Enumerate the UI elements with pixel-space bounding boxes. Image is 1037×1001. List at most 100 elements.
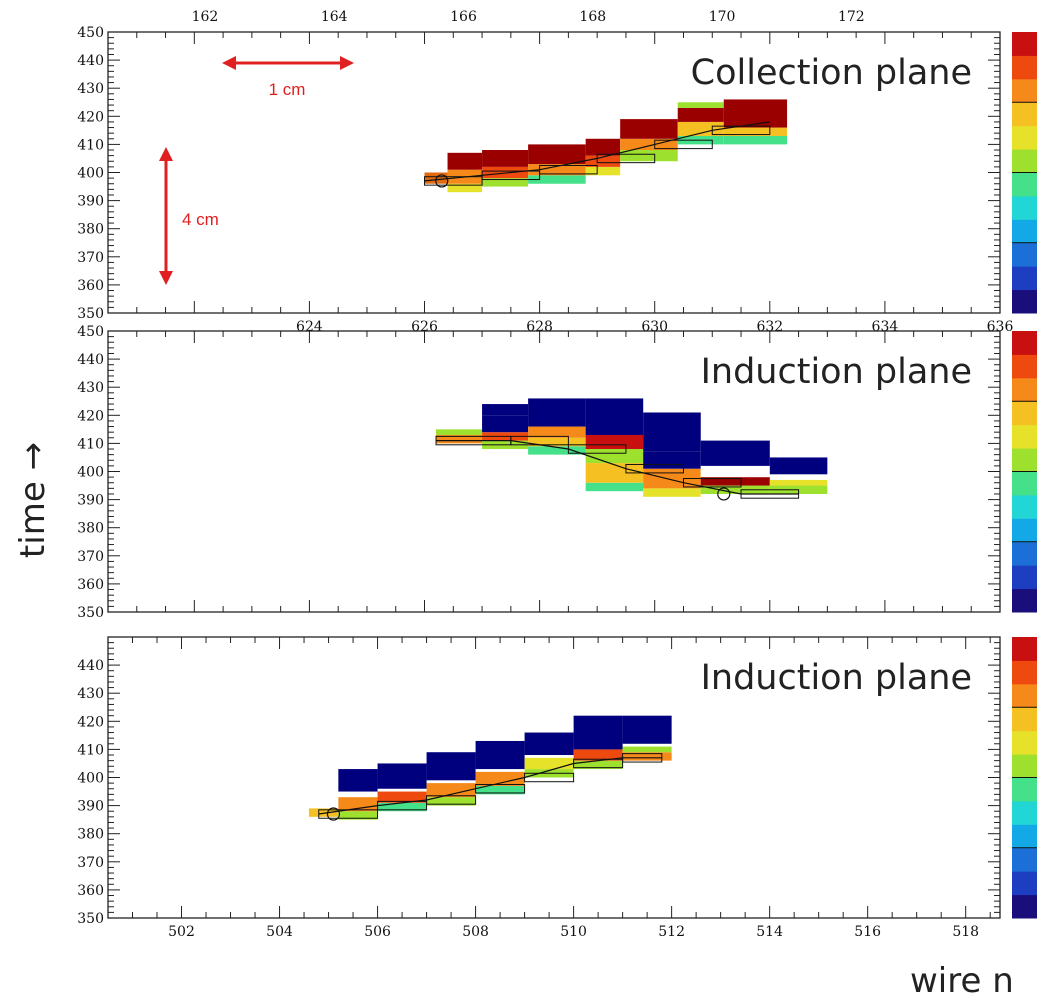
y-tick-label: 380: [77, 222, 104, 238]
hit-cell: [620, 150, 678, 162]
vertex-marker: [326, 807, 341, 821]
colorbar-segment: [1012, 424, 1037, 449]
hit-cell: [585, 449, 644, 464]
x-axis-title: wire n: [910, 961, 1014, 1001]
y-axis-title: time →: [13, 442, 53, 558]
hit-cell: [723, 127, 788, 136]
colorbar-segment: [1012, 777, 1037, 802]
hit-cell: [436, 434, 483, 444]
y-tick-label: 350: [77, 911, 104, 927]
x-tick-label: 512: [658, 924, 685, 940]
hit-cell: [769, 457, 828, 475]
x-tick-label: 508: [462, 924, 489, 940]
hit-cell: [585, 434, 644, 450]
colorbar-segment: [1012, 195, 1037, 220]
hit-cell: [643, 412, 701, 452]
hit-cell: [377, 802, 427, 812]
plane-label: Induction plane: [701, 658, 972, 698]
y-tick-label: 370: [77, 250, 104, 266]
vertical-scale-label: 4 cm: [182, 210, 219, 229]
hit-cell: [620, 138, 678, 151]
hit-cell: [622, 715, 672, 744]
hit-cell: [475, 785, 525, 795]
y-tick-label: 390: [77, 194, 104, 210]
hit-cell: [585, 482, 644, 492]
y-tick-label: 360: [77, 883, 104, 899]
y-tick-label: 410: [77, 742, 104, 758]
hit-cell: [528, 164, 586, 176]
hit-cell: [585, 138, 621, 156]
panel-3: 350 360 370 380 390 400 410 420 430 440 502 504 506 5…: [77, 636, 1037, 940]
colorbar-segment: [1012, 541, 1037, 566]
arrowhead-up: [159, 147, 173, 161]
colorbar-segment: [1012, 102, 1037, 127]
hit-cell: [436, 429, 483, 435]
colorbar-segment: [1012, 242, 1037, 267]
colorbar-segment: [1012, 471, 1037, 496]
y-tick-label: 390: [77, 799, 104, 815]
hit-cell: [700, 465, 770, 478]
hit-cell: [700, 440, 770, 466]
colorbar-segment: [1012, 377, 1037, 402]
hit-cell: [585, 398, 644, 435]
plane-label: Collection plane: [691, 53, 972, 93]
hit-cell: [528, 144, 586, 165]
y-tick-label: 350: [77, 306, 104, 322]
colorbar-segment: [1012, 149, 1037, 173]
colorbar-segment: [1012, 871, 1037, 896]
colorbar-segment: [1012, 448, 1037, 472]
y-tick-label: 420: [77, 408, 104, 424]
colorbar-segment: [1012, 800, 1037, 825]
hit-cell: [700, 477, 770, 486]
x-tick-label: 502: [168, 924, 195, 940]
hit-cell: [585, 166, 621, 176]
hit-cell: [475, 771, 525, 786]
x-top-tick-label: 170: [709, 9, 736, 25]
scale-bars: 1 cm 4 cm: [159, 56, 354, 285]
hit-cell: [677, 102, 724, 108]
x-tick-label: 510: [560, 924, 587, 940]
colorbar-segment: [1012, 125, 1037, 150]
hit-cell: [426, 752, 476, 781]
hit-cell: [573, 715, 623, 750]
colorbar-segment: [1012, 847, 1037, 872]
y-tick-label: 370: [77, 855, 104, 871]
hit-cell: [528, 446, 586, 455]
hit-cell: [524, 757, 574, 770]
y-tick-label: 440: [77, 658, 104, 674]
hit-cell: [528, 398, 586, 427]
hit-cell: [769, 479, 828, 486]
hit-cell: [677, 107, 724, 122]
horizontal-scale-label: 1 cm: [269, 80, 306, 99]
vertex-marker: [435, 174, 449, 188]
hit-cell: [622, 752, 672, 761]
hit-cell: [622, 746, 672, 753]
colorbar-segment: [1012, 660, 1037, 685]
x-tick-label: 518: [952, 924, 979, 940]
hit-cell: [338, 769, 378, 792]
colorbar-segment: [1012, 637, 1037, 661]
y-tick-label: 450: [77, 324, 104, 340]
colorbar-segment: [1012, 730, 1037, 755]
colorbar-segment: [1012, 219, 1037, 244]
y-tick-label: 350: [77, 605, 104, 621]
colorbar-segment: [1012, 55, 1037, 80]
colorbar-segment: [1012, 518, 1037, 543]
hit-cell: [377, 763, 427, 789]
hit-cell: [482, 178, 529, 187]
colorbar-segment: [1012, 289, 1037, 314]
y-tick-label: 380: [77, 827, 104, 843]
y-tick-label: 440: [77, 53, 104, 69]
hit-cell: [308, 808, 339, 817]
hit-cell: [585, 463, 644, 483]
colorbar-segment: [1012, 266, 1037, 291]
y-tick-label: 400: [77, 771, 104, 787]
y-tick-label: 380: [77, 521, 104, 537]
colorbar-segment: [1012, 78, 1037, 103]
y-tick-label: 430: [77, 686, 104, 702]
y-tick-label: 370: [77, 549, 104, 565]
colorbar-segment: [1012, 683, 1037, 708]
hit-cell: [426, 783, 476, 798]
